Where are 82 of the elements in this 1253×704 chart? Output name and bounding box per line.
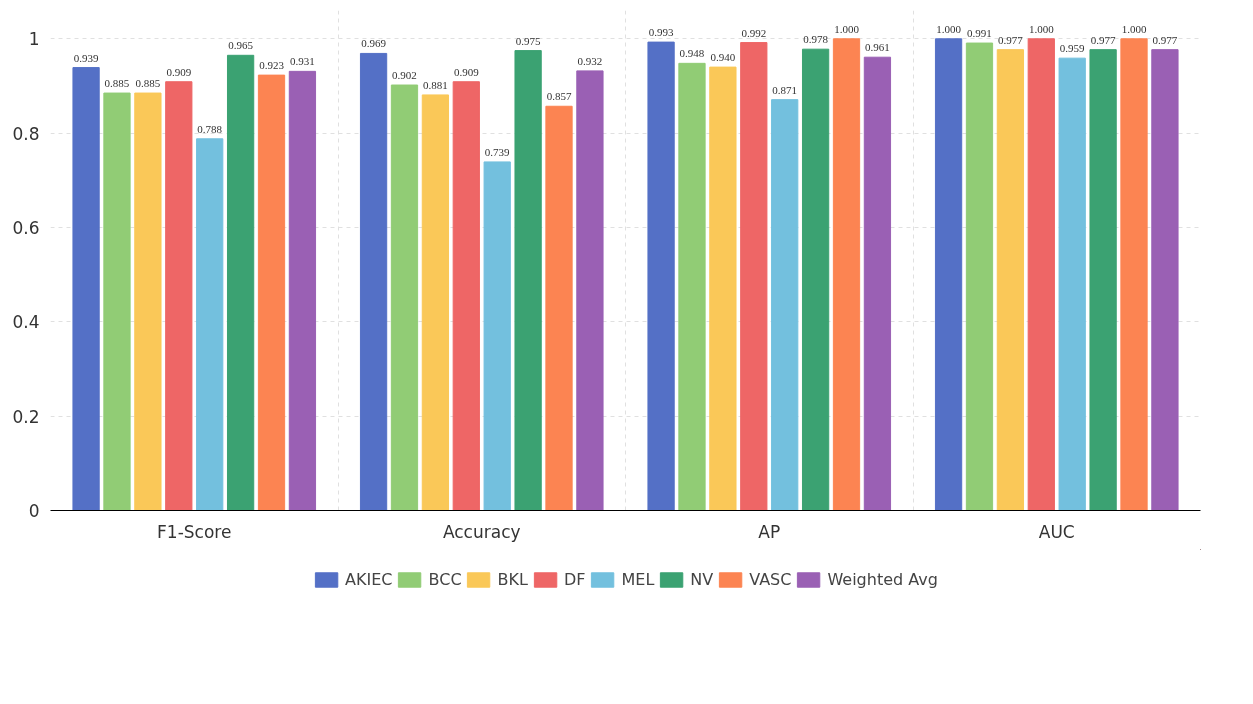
x-tick-label: AUC xyxy=(1038,521,1075,542)
data-label: 1.000 xyxy=(1121,22,1147,35)
bar xyxy=(576,70,604,511)
data-label: 0.991 xyxy=(967,27,992,40)
data-label: 0.923 xyxy=(259,59,285,72)
bar xyxy=(647,41,675,511)
bar xyxy=(934,38,963,511)
data-label: 0.885 xyxy=(135,77,161,90)
bar xyxy=(390,84,419,511)
bar xyxy=(483,161,511,511)
bar xyxy=(678,62,706,511)
legend-label: BCC xyxy=(428,569,462,589)
legend-label: NV xyxy=(690,569,714,589)
bar xyxy=(965,42,994,511)
data-label: 0.992 xyxy=(741,26,767,39)
y-tick-label: 0.4 xyxy=(12,312,40,333)
bar xyxy=(1027,38,1055,511)
data-label: 0.978 xyxy=(803,33,829,46)
y-tick-label: 1 xyxy=(28,29,40,50)
bar xyxy=(545,105,573,511)
bar xyxy=(709,66,737,511)
legend-label: BKL xyxy=(497,569,528,589)
y-tick-label: 0 xyxy=(28,501,40,521)
bar xyxy=(1089,49,1117,511)
data-label: 0.993 xyxy=(648,26,674,39)
bar xyxy=(740,42,768,511)
bar xyxy=(1151,49,1179,511)
bar xyxy=(1058,57,1086,511)
bar xyxy=(257,74,286,511)
data-label: 0.885 xyxy=(104,77,130,90)
data-label: 1.000 xyxy=(1028,22,1055,35)
bar xyxy=(1120,38,1148,511)
bar xyxy=(421,94,450,511)
bar xyxy=(288,70,317,511)
data-label: 0.948 xyxy=(679,47,705,60)
data-label: 0.977 xyxy=(1152,33,1178,46)
legend-label: DF xyxy=(563,569,586,589)
data-label: 0.909 xyxy=(166,65,192,78)
bar xyxy=(452,81,480,511)
bar xyxy=(103,92,131,511)
data-label: 0.959 xyxy=(1059,42,1086,55)
data-label: 0.977 xyxy=(998,33,1024,46)
bar xyxy=(196,138,224,511)
x-tick-label: Accuracy xyxy=(442,521,521,542)
bar xyxy=(226,54,255,511)
legend-label: Weighted Avg xyxy=(827,569,938,589)
data-label: 0.881 xyxy=(423,78,448,91)
data-label: 0.975 xyxy=(515,34,541,47)
y-tick-label: 0.2 xyxy=(12,406,40,427)
data-label: 0.977 xyxy=(1090,33,1116,46)
bar xyxy=(359,52,388,511)
bar xyxy=(863,56,892,511)
y-tick-label: 0.8 xyxy=(12,123,40,144)
bar xyxy=(996,49,1025,511)
data-label: 0.902 xyxy=(392,69,417,82)
y-tick-label: 0.6 xyxy=(12,217,40,238)
data-label: 1.000 xyxy=(936,22,962,35)
data-label: 0.939 xyxy=(73,51,99,64)
bar xyxy=(771,99,799,511)
legend-label: VASC xyxy=(749,569,792,589)
bar xyxy=(165,81,193,511)
bar xyxy=(801,48,830,511)
bar xyxy=(134,92,162,511)
data-label: 1.000 xyxy=(834,22,860,35)
data-label: 0.969 xyxy=(361,37,387,50)
data-label: 0.909 xyxy=(453,65,480,78)
data-label: 0.940 xyxy=(710,51,736,64)
data-label: 0.931 xyxy=(290,55,315,68)
data-label: 0.871 xyxy=(772,83,798,96)
legend-label: MEL xyxy=(621,569,655,589)
x-tick-label: AP xyxy=(758,521,781,542)
x-tick-label: F1-Score xyxy=(157,521,232,542)
bar xyxy=(514,50,542,511)
data-label: 0.739 xyxy=(484,145,511,158)
bar xyxy=(832,38,861,511)
data-label: 0.932 xyxy=(577,54,603,67)
data-label: 0.788 xyxy=(197,122,223,135)
legend-label: AKIEC xyxy=(345,569,393,589)
data-label: 0.965 xyxy=(228,39,254,52)
data-label: 0.857 xyxy=(546,90,572,103)
data-label: 0.961 xyxy=(865,41,890,54)
bar xyxy=(72,67,100,511)
